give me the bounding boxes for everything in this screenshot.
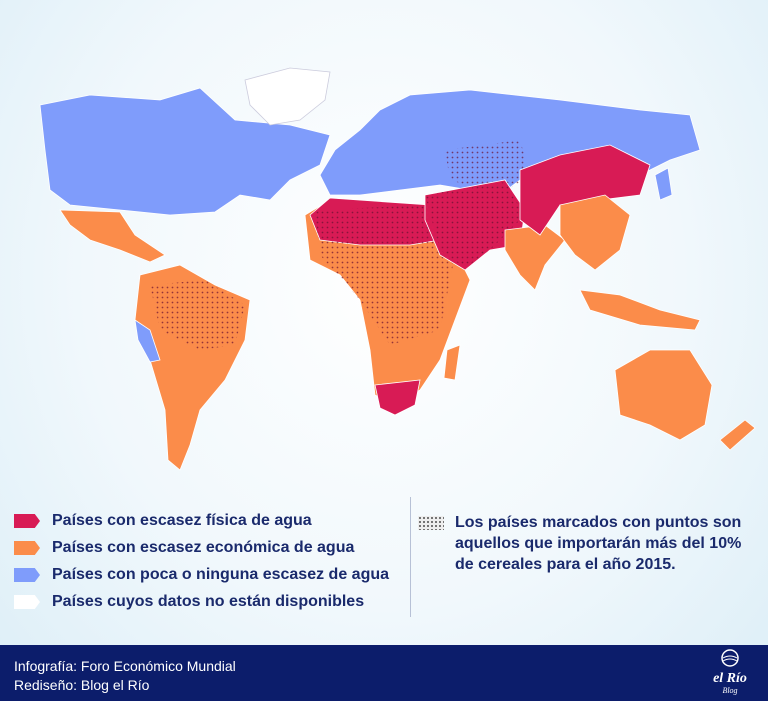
mexico — [59, 209, 166, 263]
india — [504, 224, 566, 291]
southeast-asia — [559, 194, 631, 271]
legend-swatch — [14, 595, 40, 609]
legend-label: Países con poca o ninguna escasez de agu… — [52, 566, 390, 583]
legend-item: Países cuyos datos no están disponibles — [14, 593, 364, 611]
logo-icon — [721, 649, 739, 667]
north-america — [39, 87, 331, 216]
dotted-area — [150, 280, 245, 350]
logo-subtitle: Blog — [722, 686, 738, 695]
peru — [134, 319, 161, 363]
footer: Infografía: Foro Económico Mundial Redis… — [0, 645, 768, 701]
credit: Infografía: Foro Económico Mundial — [14, 658, 236, 674]
note: Los países marcados con puntos son aquel… — [455, 514, 742, 573]
dot-pattern-swatch — [418, 516, 444, 530]
indonesia — [579, 289, 701, 331]
legend-swatch — [14, 514, 40, 528]
legend-swatch — [14, 568, 40, 582]
dotted-area — [425, 182, 525, 268]
south-africa — [374, 379, 421, 416]
legend-label: Países con escasez física de agua — [52, 512, 312, 529]
legend-item: Países con escasez económica de agua — [14, 539, 354, 557]
legend-item: Países con poca o ninguna escasez de agu… — [14, 566, 389, 584]
divider — [410, 497, 411, 617]
legend-item: Países con escasez física de agua — [14, 512, 312, 530]
credit: Rediseño: Blog el Río — [14, 677, 150, 693]
legend-label: Países cuyos datos no están disponibles — [52, 593, 365, 610]
madagascar — [443, 344, 461, 381]
world-map — [39, 67, 756, 471]
dotted-area — [445, 140, 530, 195]
legend-swatch — [14, 541, 40, 555]
japan — [654, 167, 673, 201]
dotted-area — [315, 205, 455, 345]
logo: el Río Blog — [700, 649, 760, 697]
logo-title: el Río — [713, 671, 747, 686]
australia — [614, 349, 713, 441]
legend-label: Países con escasez económica de agua — [52, 539, 355, 556]
greenland — [244, 67, 331, 126]
new-zealand — [719, 419, 756, 451]
china — [519, 144, 651, 236]
